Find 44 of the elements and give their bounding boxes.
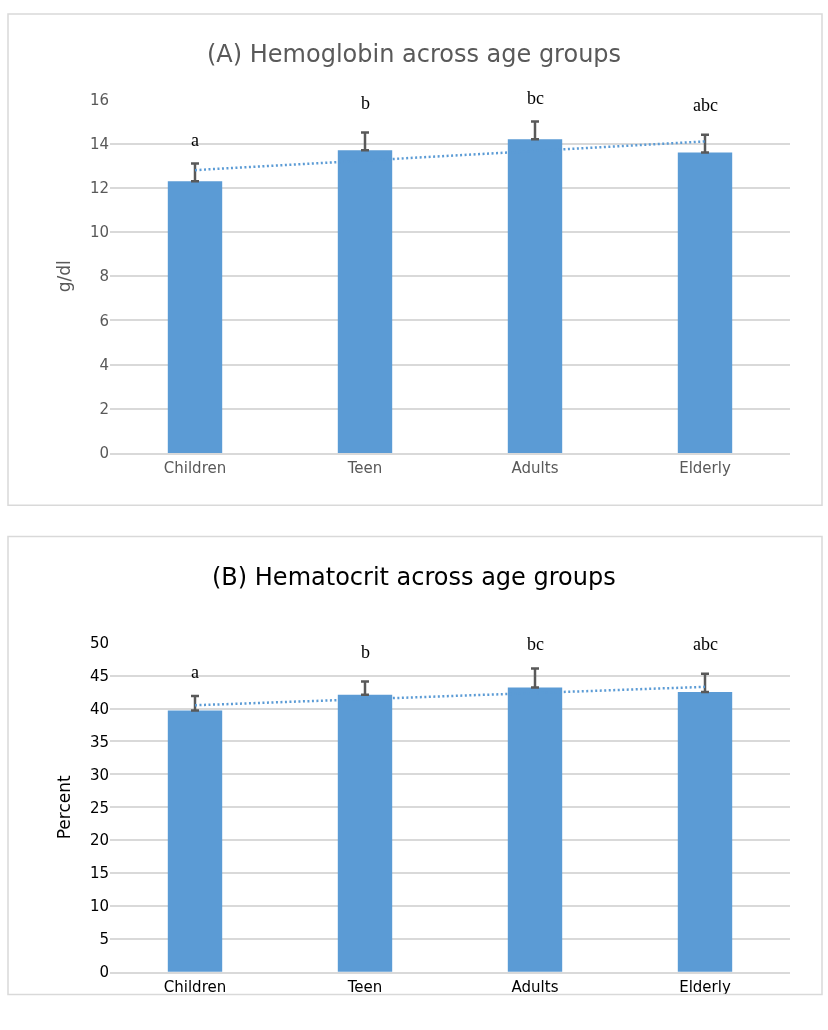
y-tick-label: 15 (89, 864, 109, 883)
y-tick-label: 10 (89, 897, 109, 916)
y-tick-label: 10 (89, 223, 109, 242)
annotation: a (191, 662, 199, 682)
y-tick-label: 35 (89, 732, 109, 751)
annotation: bc (527, 88, 544, 108)
y-tick-label: 14 (89, 134, 109, 153)
y-tick-label: 8 (99, 267, 109, 286)
annotation: b (361, 642, 370, 662)
annotation: b (361, 93, 370, 113)
y-tick-label: 0 (99, 963, 109, 982)
y-tick-label: 12 (89, 179, 109, 198)
annotation: bc (527, 634, 544, 654)
x-tick-label: Children (163, 458, 227, 477)
y-tick-label: 20 (89, 831, 109, 850)
x-tick-label: Teen (346, 977, 383, 996)
y-tick-label: 5 (99, 930, 109, 949)
x-tick-label: Adults (511, 458, 559, 477)
y-tick-label: 25 (89, 798, 109, 817)
x-tick-label: Children (163, 977, 227, 996)
y-tick-label: 6 (99, 311, 109, 330)
x-tick-label: Elderly (679, 458, 731, 477)
y-axis-title: g/dl (54, 260, 75, 293)
chart-title: (A) Hemoglobin across age groups (207, 40, 622, 68)
y-tick-label: 4 (99, 355, 109, 374)
y-tick-label: 45 (89, 666, 109, 685)
y-tick-label: 40 (89, 699, 109, 718)
y-axis-title: Percent (54, 774, 75, 840)
annotation: a (191, 130, 199, 150)
x-tick-label: Adults (511, 977, 559, 996)
annotation: abc (693, 95, 718, 115)
chart-title: (B) Hematocrit across age groups (212, 563, 616, 591)
y-tick-label: 0 (99, 444, 109, 463)
y-tick-label: 30 (89, 765, 109, 784)
y-tick-label: 16 (89, 90, 109, 109)
y-tick-label: 2 (99, 400, 109, 419)
bar (167, 710, 223, 972)
x-tick-label: Teen (346, 458, 383, 477)
annotation: abc (693, 634, 718, 654)
y-tick-label: 50 (89, 633, 109, 652)
bar (677, 692, 733, 972)
bar (677, 152, 733, 454)
x-tick-label: Elderly (679, 977, 731, 996)
bar (167, 181, 223, 454)
